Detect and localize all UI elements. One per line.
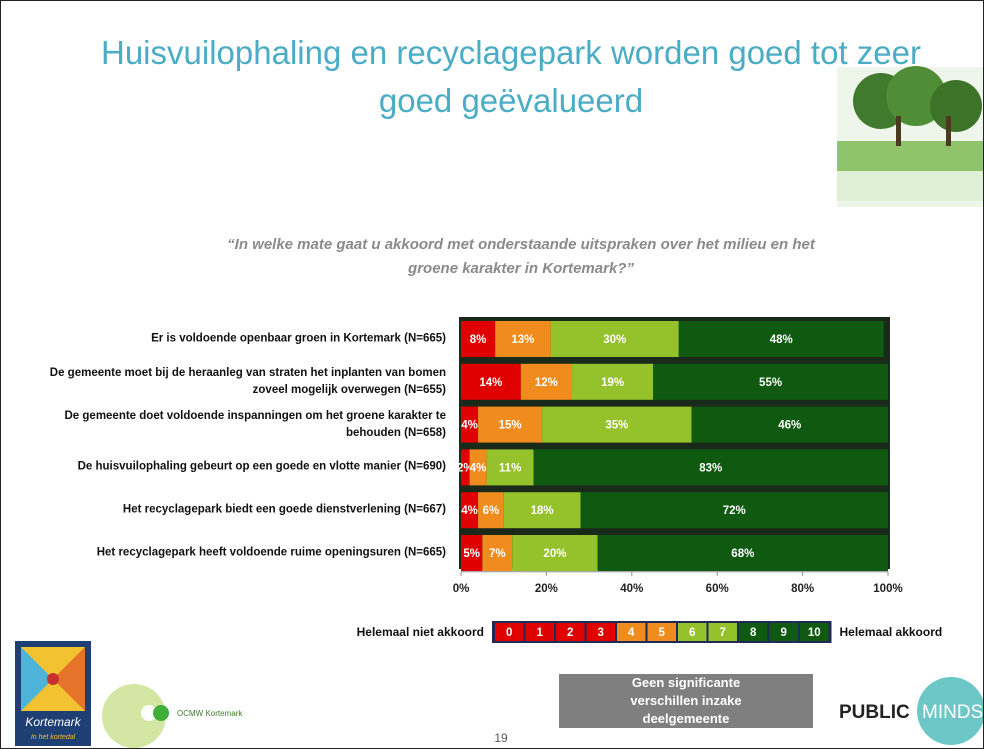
- value-label: 15%: [499, 420, 522, 432]
- scale-label: 10: [808, 627, 821, 639]
- scale-left-label: Helemaal niet akkoord: [357, 625, 484, 639]
- bar-segment: [503, 492, 581, 529]
- value-label: 30%: [603, 334, 626, 346]
- value-label: 20%: [543, 548, 566, 560]
- bar-segment: [550, 321, 679, 357]
- scale-swatch: [708, 623, 737, 641]
- category-label: De gemeente moet bij de heraanleg van st…: [49, 366, 446, 396]
- bar-segment: [653, 363, 888, 400]
- title: Huisvuilophaling en recyclagepark worden…: [101, 34, 921, 119]
- value-label: 48%: [770, 334, 793, 346]
- note: Geen significante verschillen inzake dee…: [559, 674, 813, 728]
- scale-label: 6: [689, 627, 695, 639]
- value-label: 6%: [483, 505, 500, 517]
- page-number: 19: [494, 731, 508, 745]
- value-label: 18%: [531, 505, 554, 517]
- subtitle: “In welke mate gaat u akkoord met onders…: [227, 236, 815, 277]
- x-tick-label: 60%: [706, 583, 729, 595]
- bar-segment: [461, 321, 496, 357]
- scale-swatch: [617, 623, 646, 641]
- value-label: 4%: [461, 420, 478, 432]
- scale-label: 1: [537, 627, 544, 639]
- bar-segment: [597, 535, 888, 571]
- logo-public-minds: PUBLIC MINDS: [839, 677, 983, 745]
- scale-label: 7: [720, 627, 726, 639]
- logo-text: OCMW Kortemark: [177, 709, 243, 718]
- bar-segment: [482, 535, 513, 571]
- x-tick-label: 80%: [791, 583, 814, 595]
- scale-label: 4: [628, 627, 635, 639]
- logo-text: PUBLIC: [839, 702, 910, 723]
- bar-segment: [533, 449, 888, 486]
- value-label: 55%: [759, 377, 782, 389]
- x-tick-label: 100%: [873, 583, 902, 595]
- value-label: 14%: [479, 377, 502, 389]
- bar-segment: [469, 449, 487, 486]
- value-label: 2%: [457, 462, 474, 474]
- value-label: 11%: [499, 462, 521, 474]
- bar-segment: [478, 492, 504, 529]
- bar-segment: [691, 406, 888, 443]
- bar-segment: [461, 363, 521, 400]
- value-label: 13%: [511, 334, 534, 346]
- x-tick-label: 0%: [453, 583, 470, 595]
- logo-ocmw: OCMW Kortemark: [102, 684, 243, 748]
- bar-segment: [461, 535, 483, 571]
- value-label: 68%: [731, 548, 754, 560]
- scale-right-label: Helemaal akkoord: [840, 625, 943, 639]
- value-label: 5%: [463, 548, 480, 560]
- bar-segment: [520, 363, 573, 400]
- x-tick-label: 40%: [620, 583, 643, 595]
- bar-segment: [495, 321, 551, 357]
- scale-swatch: [525, 623, 554, 641]
- bar-segment: [461, 449, 470, 486]
- logo-text: Kortemark: [25, 715, 81, 729]
- scale-swatch: [800, 623, 829, 641]
- value-label: 7%: [489, 548, 506, 560]
- value-label: 12%: [535, 377, 558, 389]
- logo-text: MINDS: [922, 702, 983, 723]
- scale-label: 8: [750, 627, 757, 639]
- x-tick-label: 20%: [535, 583, 558, 595]
- value-label: 72%: [723, 505, 746, 517]
- bar-segment: [572, 363, 654, 400]
- scale-label: 2: [567, 627, 573, 639]
- scale-label: 3: [598, 627, 604, 639]
- logo-kortemark: Kortemark In het kortedal: [15, 641, 91, 746]
- scale-swatch: [739, 623, 768, 641]
- value-label: 8%: [470, 334, 487, 346]
- value-label: 4%: [461, 505, 478, 517]
- category-label: Het recyclagepark heeft voldoende ruime …: [96, 546, 446, 559]
- bar-segment: [461, 406, 479, 443]
- scale-swatch: [556, 623, 585, 641]
- logo-tagline: In het kortedal: [31, 734, 76, 741]
- value-label: 4%: [470, 462, 487, 474]
- scale-swatch: [586, 623, 615, 641]
- bar-segment: [478, 406, 543, 443]
- bar-segment: [542, 406, 692, 443]
- bar-segment: [512, 535, 598, 571]
- scale-label: 9: [781, 627, 787, 639]
- category-label: De huisvuilophaling gebeurt op een goede…: [77, 460, 446, 473]
- value-label: 83%: [699, 462, 722, 474]
- scale-swatch: [647, 623, 676, 641]
- bar-segment: [486, 449, 534, 486]
- value-label: 46%: [778, 420, 801, 432]
- scale-swatch: [769, 623, 798, 641]
- bar-segment: [461, 492, 479, 529]
- category-label: Het recyclagepark biedt een goede dienst…: [122, 503, 446, 516]
- tree-photo: [837, 66, 983, 207]
- value-label: 35%: [605, 420, 628, 432]
- scale-label: 0: [506, 627, 512, 639]
- scale-swatch: [495, 623, 524, 641]
- bar-segment: [580, 492, 888, 529]
- category-label: Er is voldoende openbaar groen in Kortem…: [151, 332, 446, 345]
- value-label: 19%: [601, 377, 624, 389]
- category-label: De gemeente doet voldoende inspanningen …: [64, 409, 447, 439]
- bar-segment: [678, 321, 884, 357]
- scale-label: 5: [659, 627, 666, 639]
- scale-swatch: [678, 623, 707, 641]
